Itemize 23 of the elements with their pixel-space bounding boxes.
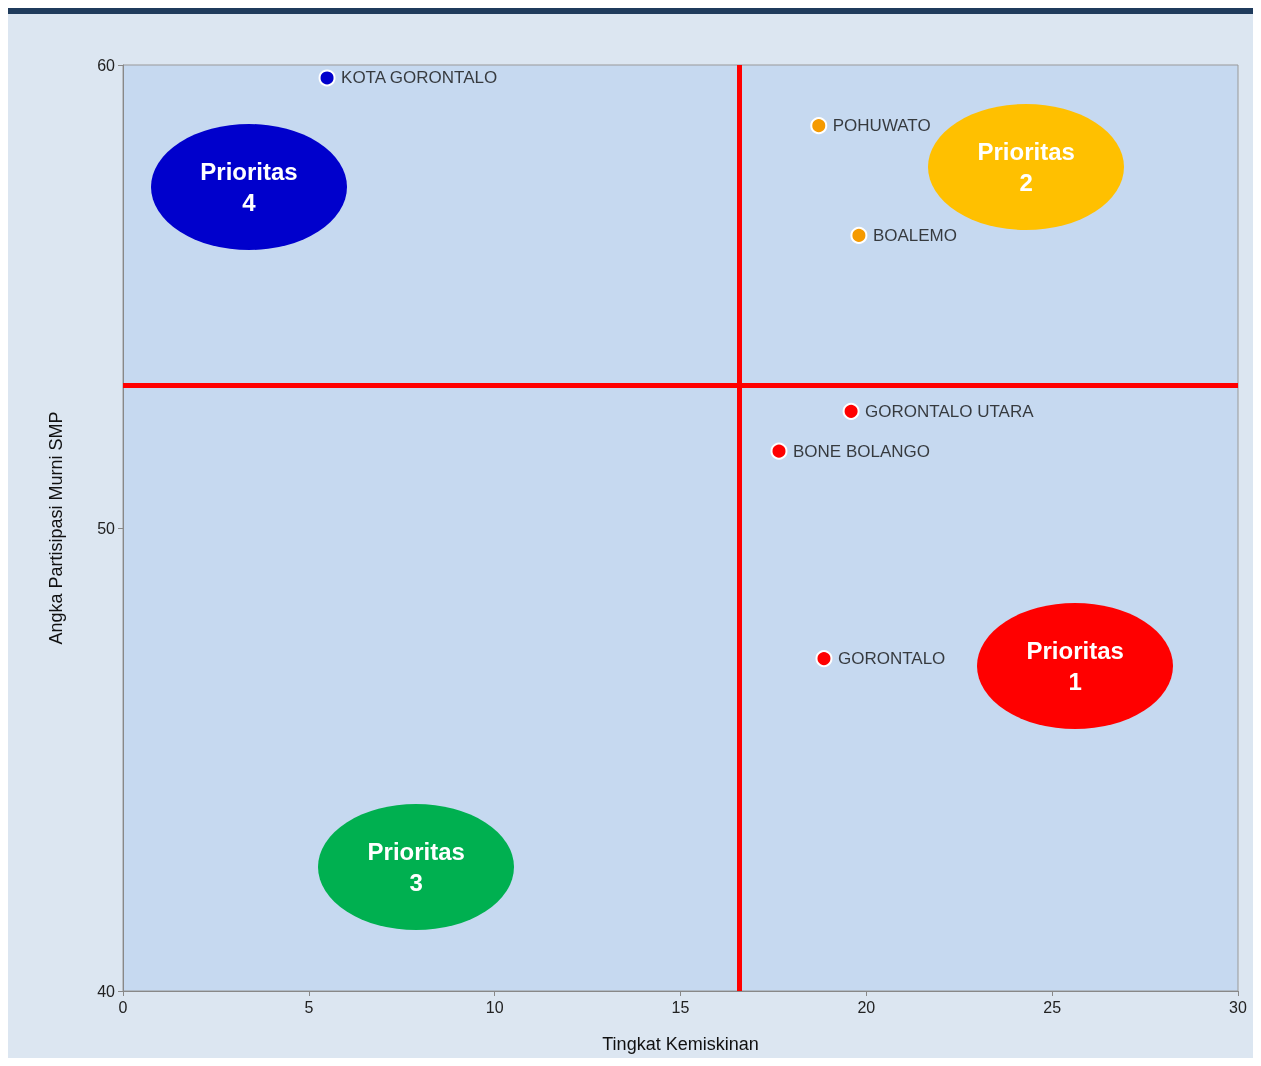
y-tick-label: 40 [97,982,116,1000]
x-tick-label: 20 [857,998,876,1016]
annotation: KOTA GORONTALO [341,68,498,88]
point [318,69,336,87]
annotation: GORONTALO UTARA [865,401,1035,421]
y-tick-label: 50 [97,519,116,537]
point [850,226,868,244]
y-axis-title: Angka Partisipasi Murni SMP [46,411,66,645]
point [770,442,788,460]
point [810,117,828,135]
x-tick-label: 30 [1229,998,1247,1016]
x-tick-label: 10 [485,998,504,1016]
point [815,650,833,668]
annotation: POHUWATO [832,116,931,136]
annotation: GORONTALO [837,649,946,669]
x-tick-label: 0 [118,998,128,1016]
y-tick-label: 60 [97,56,116,74]
x-axis-title: Tingkat Kemiskinan [602,1034,759,1054]
x-tick-label: 25 [1043,998,1062,1016]
x-tick-label: 15 [671,998,690,1016]
annotation: BONE BOLANGO [792,441,930,461]
x-tick-label: 5 [304,998,314,1016]
point [842,402,860,420]
